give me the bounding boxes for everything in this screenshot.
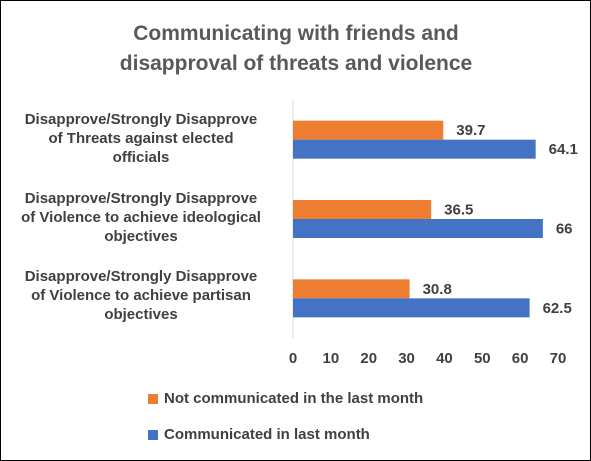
chart-title: Communicating with friends and disapprov…	[61, 19, 531, 79]
category-label-line: of Violence to achieve partisan	[31, 287, 251, 304]
x-tick-label: 70	[550, 350, 567, 367]
x-tick-label: 60	[512, 350, 529, 367]
category-label-line: objectives	[104, 228, 178, 245]
legend-item-communicated: Communicated in last month	[148, 426, 370, 443]
x-tick-label: 40	[436, 350, 453, 367]
legend-label: Communicated in last month	[164, 426, 370, 443]
legend-swatch-orange	[148, 393, 158, 404]
x-tick-label: 30	[398, 350, 415, 367]
category-label-line: Disapprove/Strongly Disapprove	[24, 111, 258, 128]
legend-item-not-communicated: Not communicated in the last month	[148, 390, 423, 407]
category-label-line: of Violence to achieve ideological	[21, 209, 261, 226]
x-tick-label: 20	[360, 350, 377, 367]
legend-swatch-blue	[148, 429, 158, 440]
bar-not-communicated	[293, 279, 410, 299]
data-label: 39.7	[456, 122, 485, 139]
x-tick-label: 0	[289, 350, 297, 367]
bar-communicated	[293, 298, 530, 318]
chart-title-line-1: Communicating with friends and	[133, 22, 459, 45]
x-tick-label: 10	[323, 350, 340, 367]
category-label-line: Disapprove/Strongly Disapprove	[24, 268, 258, 285]
data-label: 30.8	[423, 281, 452, 298]
data-label: 66	[556, 221, 573, 238]
data-label: 36.5	[444, 202, 473, 219]
legend-label: Not communicated in the last month	[164, 390, 424, 407]
x-tick-label: 50	[474, 350, 491, 367]
category-label: Disapprove/Strongly Disapprove of Violen…	[5, 189, 277, 246]
bar-communicated	[293, 139, 536, 159]
bar-communicated	[293, 219, 543, 238]
category-label-line: objectives	[104, 306, 178, 323]
bar-not-communicated	[293, 200, 432, 219]
data-label: 64.1	[549, 141, 578, 158]
category-label-line: of Threats against elected	[48, 130, 234, 147]
data-label: 62.5	[543, 300, 572, 317]
category-label-line: officials	[112, 149, 170, 166]
category-label: Disapprove/Strongly Disapprove of Violen…	[5, 267, 277, 324]
category-label-line: Disapprove/Strongly Disapprove	[24, 190, 258, 207]
category-label: Disapprove/Strongly Disapprove of Threat…	[5, 110, 277, 167]
chart-title-line-2: disapproval of threats and violence	[119, 52, 473, 75]
bar-not-communicated	[293, 120, 444, 140]
